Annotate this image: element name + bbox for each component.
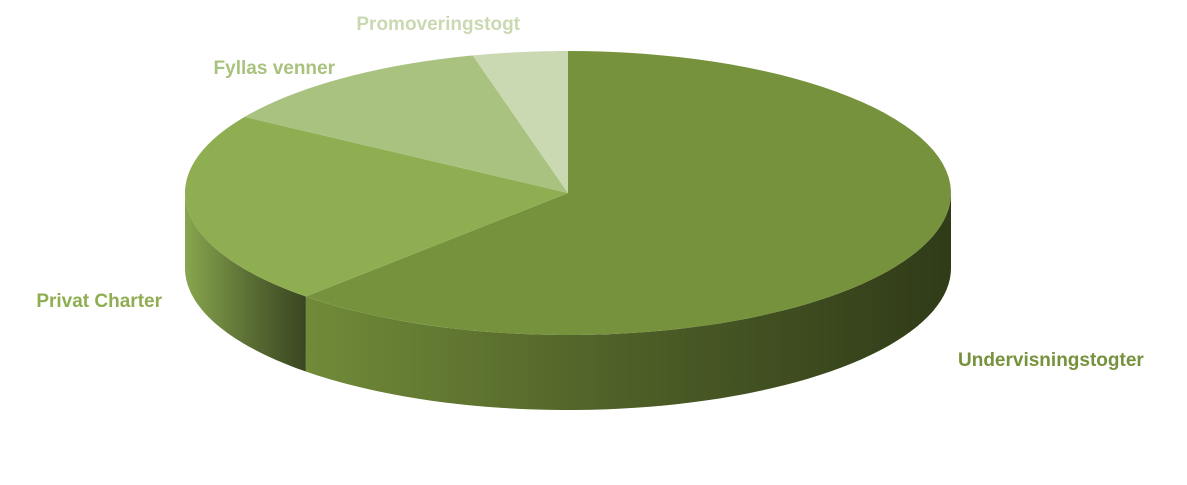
slice-label: Undervisningstogter	[958, 350, 1144, 371]
pie-side-shade	[185, 193, 306, 372]
slice-label: Promoveringstogt	[356, 14, 520, 35]
pie-slice	[472, 51, 568, 193]
pie-slice	[185, 116, 568, 297]
slice-label: Fyllas venner	[214, 58, 336, 79]
pie-slice	[244, 55, 568, 194]
slice-label: Privat Charter	[36, 291, 162, 312]
pie-slice	[305, 51, 951, 335]
pie-side-shade	[305, 193, 951, 410]
